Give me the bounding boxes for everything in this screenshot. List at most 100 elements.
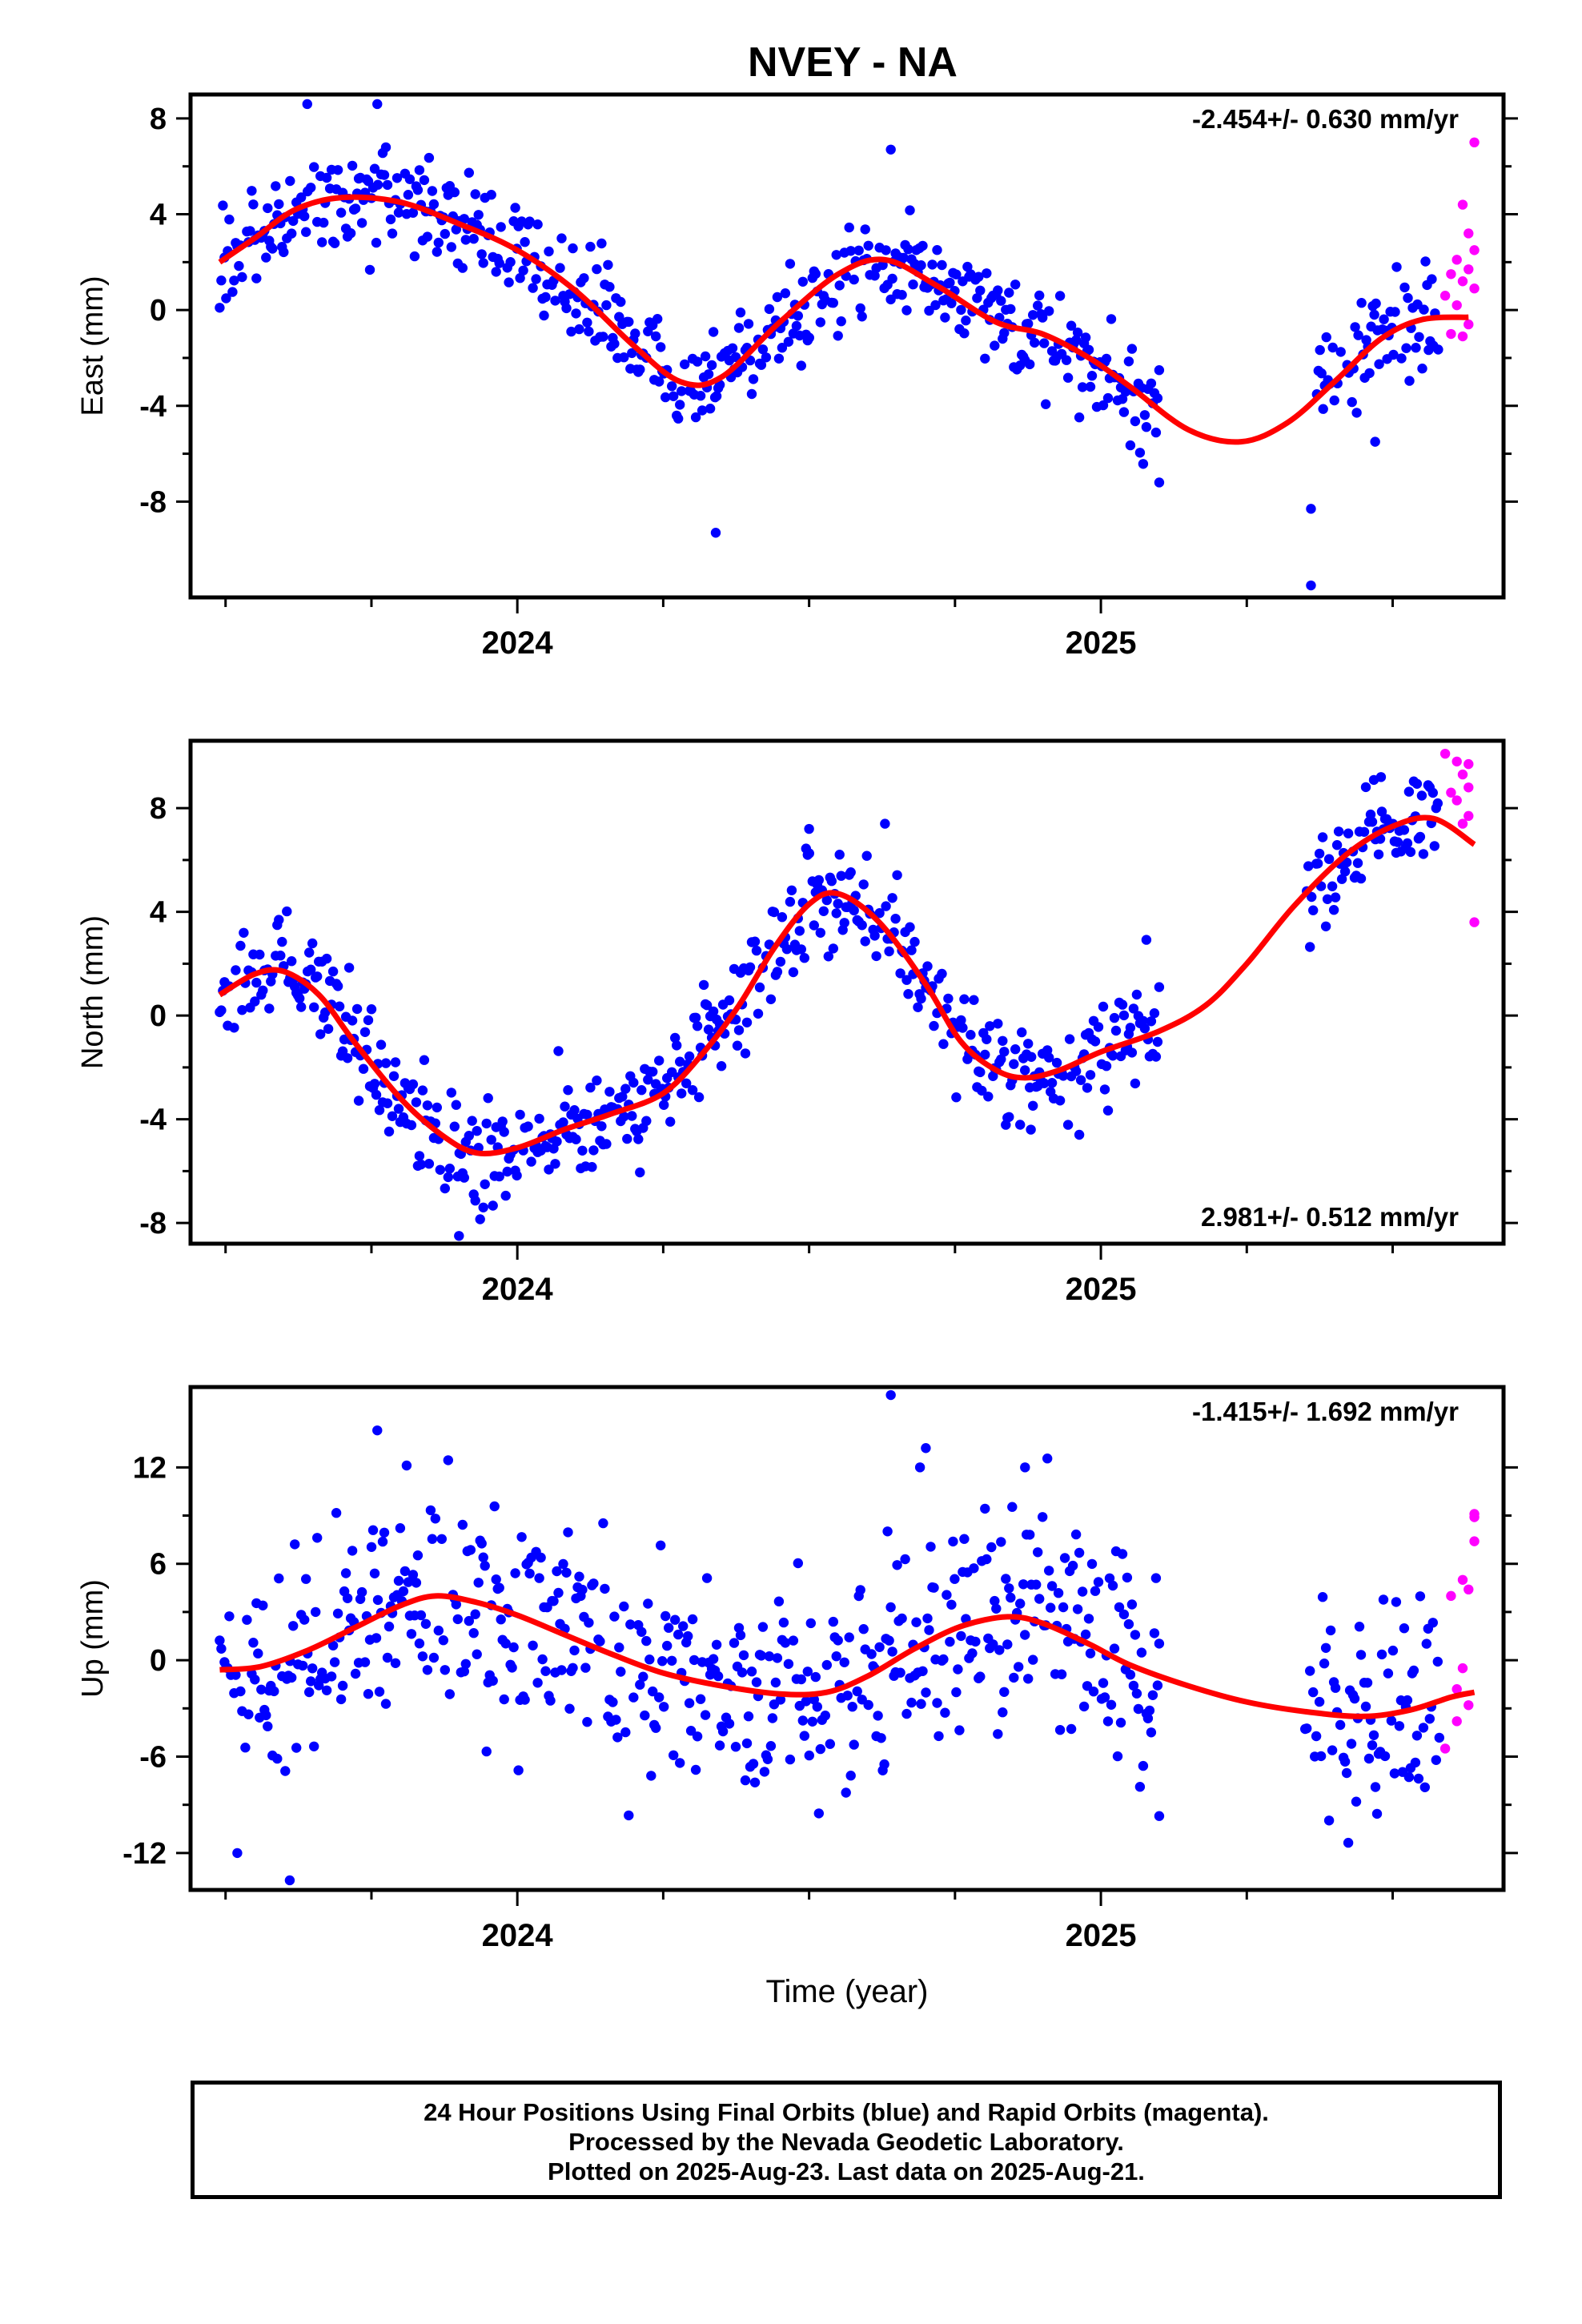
final-orbit-point [1376, 1649, 1387, 1660]
final-orbit-point [855, 1585, 865, 1595]
final-orbit-point [1396, 353, 1407, 364]
final-orbit-point [1007, 1502, 1018, 1512]
final-orbit-point [804, 332, 814, 343]
panel-east: 8 4 0 -4 -8 2024 2025 East (mm) -2.454+/- 0.630 … [76, 92, 1518, 661]
y-tick-label: 0 [150, 999, 167, 1033]
rapid-orbit-point [1464, 319, 1474, 330]
final-orbit-point [403, 1577, 414, 1587]
final-orbit-point [833, 1635, 843, 1646]
rapid-orbit-point [1446, 269, 1456, 279]
final-orbit-point [449, 187, 460, 198]
final-orbit-point [690, 412, 701, 423]
final-orbit-point [1009, 1672, 1019, 1683]
final-orbit-point [871, 951, 881, 962]
final-orbit-point [1107, 1580, 1118, 1591]
final-orbit-point [701, 1573, 713, 1583]
final-orbit-point [1149, 1628, 1160, 1638]
final-orbit-point [804, 823, 814, 834]
final-orbit-point [785, 896, 796, 907]
final-orbit-point [1066, 1723, 1077, 1735]
rapid-orbit-point [1446, 328, 1456, 340]
final-orbit-point [735, 1630, 746, 1641]
final-orbit-point [224, 214, 235, 225]
final-orbit-point [785, 259, 796, 269]
final-orbit-point [532, 1678, 543, 1688]
final-orbit-point [624, 1810, 634, 1821]
final-orbit-point [296, 192, 307, 203]
final-orbit-point [958, 1023, 968, 1033]
final-orbit-point [587, 1162, 597, 1172]
final-orbit-point [550, 1159, 560, 1169]
final-orbit-point [757, 344, 769, 355]
final-orbit-point [451, 1599, 461, 1610]
final-orbit-point [762, 1754, 773, 1764]
final-orbit-point [582, 1717, 592, 1727]
final-orbit-point [416, 1610, 427, 1621]
final-orbit-point [337, 1680, 348, 1691]
final-orbit-point [844, 1632, 854, 1642]
final-orbit-point [975, 1671, 986, 1682]
final-orbit-point [558, 1117, 568, 1128]
final-orbit-point [1023, 319, 1034, 329]
final-orbit-point [491, 267, 501, 277]
final-orbit-point [371, 1089, 382, 1100]
final-orbit-point [537, 1654, 548, 1665]
final-orbit-point [383, 1621, 395, 1632]
final-orbit-point [544, 1164, 554, 1175]
final-orbit-point [775, 956, 786, 967]
final-orbit-point [237, 1005, 247, 1015]
final-orbit-point [1371, 1808, 1383, 1819]
final-orbit-point [237, 271, 247, 283]
final-orbit-point [1390, 307, 1400, 317]
final-orbit-point [274, 1573, 284, 1584]
rapid-orbit-point [1457, 818, 1468, 829]
final-orbit-point [970, 1636, 981, 1647]
final-orbit-point [1386, 1715, 1397, 1726]
final-orbit-point [1427, 1618, 1439, 1628]
final-orbit-point [288, 215, 299, 227]
final-orbit-point [828, 1616, 839, 1627]
final-orbit-point [539, 310, 549, 321]
final-orbit-point [1317, 1592, 1328, 1602]
final-orbit-point [568, 243, 578, 254]
final-orbit-point [282, 906, 292, 917]
final-orbit-point [853, 245, 864, 255]
final-orbit-point [287, 1672, 297, 1683]
final-orbit-point [617, 1092, 628, 1102]
final-orbit-point [1101, 1061, 1112, 1072]
final-orbit-point [698, 979, 709, 991]
final-orbit-point [1421, 1638, 1432, 1649]
final-orbit-point [669, 1750, 679, 1760]
final-orbit-point [828, 943, 839, 954]
final-orbit-point [1378, 1594, 1389, 1605]
final-orbit-point [885, 1389, 896, 1401]
model-fit-line [219, 1593, 1476, 1719]
final-orbit-point [563, 1527, 573, 1538]
final-orbit-point [515, 1109, 525, 1120]
final-orbit-point [1383, 1668, 1394, 1679]
final-orbit-point [807, 1716, 817, 1727]
final-orbit-point [1085, 1648, 1096, 1659]
final-orbit-point [821, 895, 833, 906]
final-orbit-point [690, 1012, 701, 1023]
final-orbit-point [366, 1542, 377, 1553]
y-tick-label: 8 [150, 103, 167, 136]
final-orbit-point [833, 331, 843, 341]
final-orbit-point [323, 1023, 334, 1035]
final-orbit-point [901, 305, 912, 316]
final-orbit-point [849, 905, 859, 916]
final-orbit-point [892, 870, 902, 881]
final-orbit-point [315, 1029, 326, 1039]
final-orbit-point [690, 1764, 701, 1775]
final-orbit-point [1054, 1725, 1066, 1735]
final-orbit-point [932, 1698, 942, 1708]
rapid-orbit-point [1452, 300, 1462, 311]
final-orbit-point [1419, 1782, 1431, 1792]
final-orbit-point [401, 1460, 412, 1471]
final-orbit-point [633, 1134, 644, 1144]
final-orbit-point [307, 938, 318, 949]
final-orbit-point [1126, 344, 1138, 354]
plot-area [215, 748, 1480, 1241]
final-orbit-point [284, 1875, 295, 1886]
final-orbit-point [1343, 1837, 1354, 1848]
